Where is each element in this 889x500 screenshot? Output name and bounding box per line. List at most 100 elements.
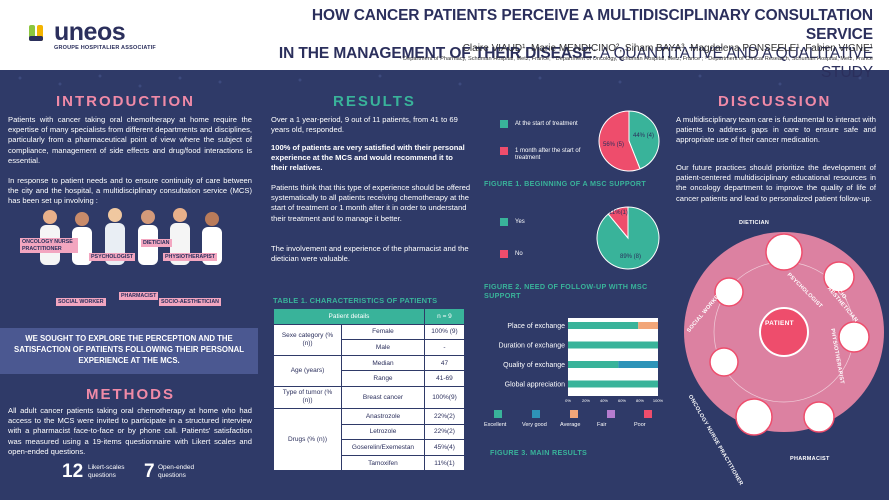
x-tick-label: 60%	[618, 398, 626, 403]
fig2-label-no: 11%(1)	[609, 210, 628, 216]
fig1-label-start: 44% (4)	[633, 133, 655, 139]
patient-characteristics-table: Patient details n = 9 Sexe category (% (…	[273, 308, 466, 472]
care-team-diagram	[684, 232, 884, 436]
fig2-label-yes: 89% (8)	[620, 254, 642, 260]
uneos-logo-icon	[29, 25, 43, 41]
fig2-pie-chart	[596, 206, 660, 270]
table-row: Age (years) Median 47	[273, 354, 466, 387]
table-cell: Tamoxifen	[341, 454, 425, 472]
diagram-center-patient: PATIENT	[765, 320, 794, 327]
bar-category-label: Quality of exchange	[503, 362, 565, 369]
results-p3: Patients think that this type of experie…	[271, 183, 471, 223]
role-tag-psychologist: PSYCHOLOGIST	[89, 253, 136, 261]
title-line-1: HOW CANCER PATIENTS PERCEIVE A MULTIDISC…	[311, 7, 873, 43]
pie-slice-1	[598, 110, 641, 172]
bar-segment-excellent	[568, 380, 658, 388]
table-cell: 41-69	[423, 370, 466, 387]
introduction-p1: Patients with cancer taking oral chemoth…	[8, 115, 252, 165]
stat-likert-label: Likert-scales questions	[88, 464, 125, 479]
table-cell: 45%(4)	[423, 439, 466, 456]
fig1-label-month: 56% (5)	[603, 142, 625, 148]
title-line-2-main: IN THE MANAGEMENT OF THEIR DISEASE	[278, 45, 593, 62]
aim-statement: WE SOUGHT TO EXPLORE THE PERCEPTION AND …	[14, 334, 245, 365]
fig1-legend-start: At the start of treatment	[515, 121, 578, 127]
diagram-node-dietician: DIETICIAN	[739, 220, 770, 226]
table-row: Range 41-69	[274, 370, 466, 387]
table-cell-category: Sexe category (% (n))	[273, 323, 342, 356]
table-cell-category: Type of tumor (% (n))	[273, 385, 342, 409]
logo-text: uneos	[54, 18, 126, 46]
discussion-title: DISCUSSION	[718, 93, 832, 110]
stat-open-label: Open-ended questions	[158, 464, 195, 479]
affiliations: ¹ Department of Pharmacy, Schuman Hospit…	[399, 56, 873, 62]
table-row: Letrozole 22%(2)	[274, 423, 466, 441]
decorative-dots	[18, 74, 862, 88]
table-cell: Median	[341, 354, 425, 372]
pie-slice-1	[607, 206, 629, 240]
table-cell: Anastrozole	[341, 407, 425, 425]
table-row: Male -	[274, 339, 466, 356]
fig1-legend-swatch-start	[500, 120, 508, 128]
poster-header: uneos GROUPE HOSPITALIER ASSOCIATIF HOW …	[0, 0, 889, 81]
role-tag-social-worker: SOCIAL WORKER	[56, 298, 106, 306]
fig3-legend-swatch-fair	[607, 410, 615, 418]
bar-category-label: Place of exchange	[507, 323, 565, 330]
discussion-p1: A multidisciplinary team care is fundame…	[676, 115, 876, 145]
table-title: TABLE 1. CHARACTERISTICS OF PATIENTS	[273, 296, 438, 305]
role-tag-socio-aesthetician: SOCIO-AESTHETICIAN	[159, 298, 221, 306]
table-cell-category: Age (years)	[273, 354, 342, 387]
table-header-left: Patient details	[273, 308, 425, 325]
table-cell: 100%(9)	[423, 385, 466, 409]
fig3-legend-poor: Poor	[634, 422, 646, 428]
role-tag-physiotherapist: PHYSIOTHERAPIST	[163, 253, 218, 261]
table-cell: 22%(2)	[423, 407, 466, 425]
bar-segment-excellent	[568, 361, 619, 368]
table-cell: Female	[341, 323, 425, 341]
fig3-legend-excellent: Excellent	[484, 422, 507, 428]
table-header-right: n = 9	[423, 308, 466, 325]
role-tag-dietician: DIETICIAN	[141, 239, 172, 247]
authors: Claire VIAUD¹, Marie MENDICINO², Siham B…	[462, 43, 873, 54]
fig2-caption: FIGURE 2. NEED OF FOLLOW-UP WITH MSC SUP…	[484, 282, 648, 300]
table-row: Type of tumor (% (n)) Breast cancer 100%…	[273, 385, 466, 409]
pie-slice-0	[628, 110, 660, 170]
x-tick-label: 80%	[636, 398, 644, 403]
fig3-legend-swatch-poor	[644, 410, 652, 418]
table-cell: Range	[341, 370, 425, 387]
methods-title: METHODS	[86, 386, 175, 403]
bar-segment-average	[638, 322, 658, 329]
bar-segment-excellent	[568, 341, 658, 349]
role-tag-pharmacist: PHARMACIST	[119, 292, 159, 300]
fig1-pie-chart	[598, 110, 660, 172]
x-tick-label: 20%	[582, 398, 590, 403]
table-header-row: Patient details n = 9	[273, 308, 466, 325]
fig2-legend-yes: Yes	[515, 219, 525, 225]
fig3-bar-chart: Place of exchange Duration of exchange Qua…	[498, 318, 664, 403]
methods-p1: All adult cancer patients taking oral ch…	[8, 406, 252, 456]
poster-title: HOW CANCER PATIENTS PERCEIVE A MULTIDISC…	[253, 6, 873, 82]
results-p2: 100% of patients are very satisfied with…	[271, 143, 465, 173]
table-cell: Goserelin/Exemestan	[341, 439, 425, 456]
table-cell: Male	[341, 339, 425, 356]
fig2-legend-swatch-no	[500, 250, 508, 258]
fig3-legend-swatch-very-good	[532, 410, 540, 418]
table-cell: 22%(2)	[423, 423, 466, 441]
table-cell: 47	[423, 354, 466, 372]
discussion-p2: Our future practices should prioritize t…	[676, 163, 876, 203]
x-tick-label: 0%	[565, 398, 571, 403]
table-cell: 11%(1)	[423, 454, 466, 472]
fig1-caption: FIGURE 1. BEGINNING OF A MSC SUPPORT	[484, 179, 647, 188]
fig2-legend-no: No	[515, 251, 523, 257]
x-tick-label: 40%	[600, 398, 608, 403]
fig1-legend-swatch-month	[500, 147, 508, 155]
fig3-legend-fair: Fair	[597, 422, 607, 428]
fig3-legend-very-good: Very good	[522, 422, 547, 428]
logo-subtitle: GROUPE HOSPITALIER ASSOCIATIF	[54, 45, 156, 51]
results-p1: Over a 1 year-period, 9 out of 11 patien…	[271, 115, 458, 135]
fig3-legend-swatch-average	[570, 410, 578, 418]
table-cell-category: Drugs (% (n))	[273, 407, 342, 472]
table-cell: Letrozole	[341, 423, 425, 441]
table-row: Tamoxifen 11%(1)	[274, 454, 466, 472]
bar-segment-very-good	[618, 361, 658, 368]
fig2-legend-swatch-yes	[500, 218, 508, 226]
